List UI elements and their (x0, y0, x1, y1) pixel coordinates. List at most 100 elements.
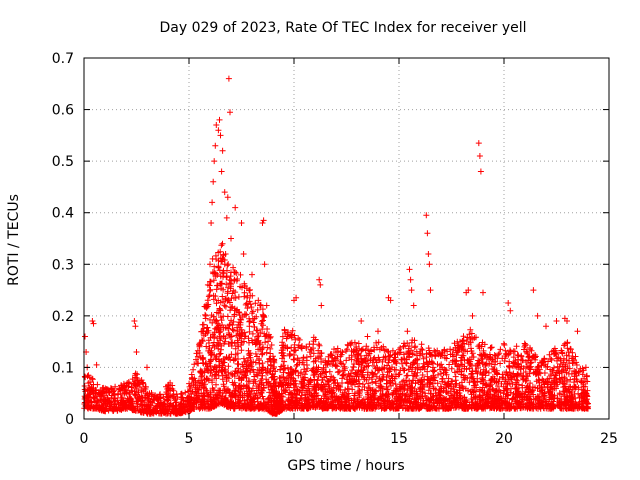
data-point (280, 369, 287, 376)
data-point (221, 398, 228, 405)
data-point (241, 293, 248, 300)
data-point (459, 344, 466, 351)
data-point (203, 343, 210, 350)
data-point (249, 385, 256, 392)
y-tick-label: 0.4 (52, 206, 74, 222)
data-point (285, 369, 292, 376)
data-point (137, 384, 143, 390)
data-point (450, 383, 457, 390)
data-point (246, 388, 253, 395)
data-point (210, 296, 217, 303)
data-point (189, 374, 195, 381)
data-point (259, 318, 265, 325)
data-point (341, 363, 348, 370)
data-point (314, 377, 321, 384)
data-point (380, 392, 387, 399)
data-point (501, 342, 508, 348)
data-point (305, 383, 312, 390)
data-point (372, 387, 378, 394)
data-point (460, 401, 467, 408)
data-point (322, 399, 329, 406)
data-point (396, 394, 403, 401)
data-point (546, 351, 553, 358)
data-point (270, 353, 276, 360)
data-point (576, 399, 583, 406)
data-point (264, 344, 271, 351)
data-point (254, 338, 261, 345)
data-point (476, 153, 483, 159)
data-point (262, 339, 269, 346)
data-point (459, 352, 466, 359)
data-point (478, 356, 485, 363)
data-point (250, 358, 257, 365)
data-point (243, 311, 250, 318)
data-point (528, 400, 535, 407)
data-point (518, 391, 525, 398)
data-point (208, 347, 215, 354)
data-point (423, 212, 430, 219)
data-point (403, 372, 410, 379)
data-point (376, 375, 383, 382)
data-point (582, 364, 589, 371)
data-point (224, 194, 231, 201)
data-point (418, 376, 425, 383)
data-point (137, 409, 144, 415)
data-point (113, 404, 120, 410)
data-point (228, 304, 235, 311)
data-point (226, 299, 233, 306)
data-point (443, 355, 450, 362)
data-point (575, 369, 582, 376)
data-point (520, 365, 527, 372)
data-point (86, 374, 93, 381)
data-point (281, 358, 288, 365)
data-point (447, 388, 454, 395)
data-point (209, 385, 216, 392)
data-point (458, 371, 465, 378)
data-point (188, 394, 195, 401)
data-point (509, 381, 516, 388)
data-point (255, 297, 262, 304)
data-point (228, 235, 234, 242)
data-point (104, 386, 111, 393)
data-point (94, 398, 101, 405)
data-point (232, 368, 239, 375)
data-point (125, 397, 132, 404)
data-point (459, 383, 466, 390)
data-point (264, 370, 271, 376)
data-point (222, 394, 228, 401)
data-point (209, 379, 216, 386)
data-point (253, 327, 260, 334)
data-point (564, 394, 571, 401)
data-point (213, 381, 219, 388)
data-point (251, 390, 258, 397)
data-point (118, 399, 125, 406)
data-point (242, 401, 249, 408)
data-point (242, 358, 249, 365)
data-point (277, 366, 284, 373)
data-point (465, 357, 472, 364)
data-point (481, 341, 488, 348)
data-point (560, 359, 567, 366)
data-point (204, 281, 211, 288)
data-point (244, 294, 251, 301)
data-point (316, 276, 323, 283)
data-point (505, 300, 512, 306)
data-point (335, 382, 342, 389)
data-point (381, 404, 388, 411)
data-point (367, 357, 374, 364)
data-point (137, 398, 144, 405)
data-point (408, 398, 415, 405)
data-point (506, 364, 513, 371)
data-point (231, 276, 238, 283)
data-point (228, 283, 234, 290)
data-point (413, 391, 420, 397)
data-point (198, 328, 205, 335)
data-point (222, 303, 229, 310)
data-point (579, 371, 586, 378)
data-point (223, 324, 230, 331)
data-point (135, 377, 141, 384)
data-point (284, 364, 291, 371)
data-point (212, 355, 219, 362)
data-point (468, 330, 475, 337)
data-point (408, 287, 415, 294)
